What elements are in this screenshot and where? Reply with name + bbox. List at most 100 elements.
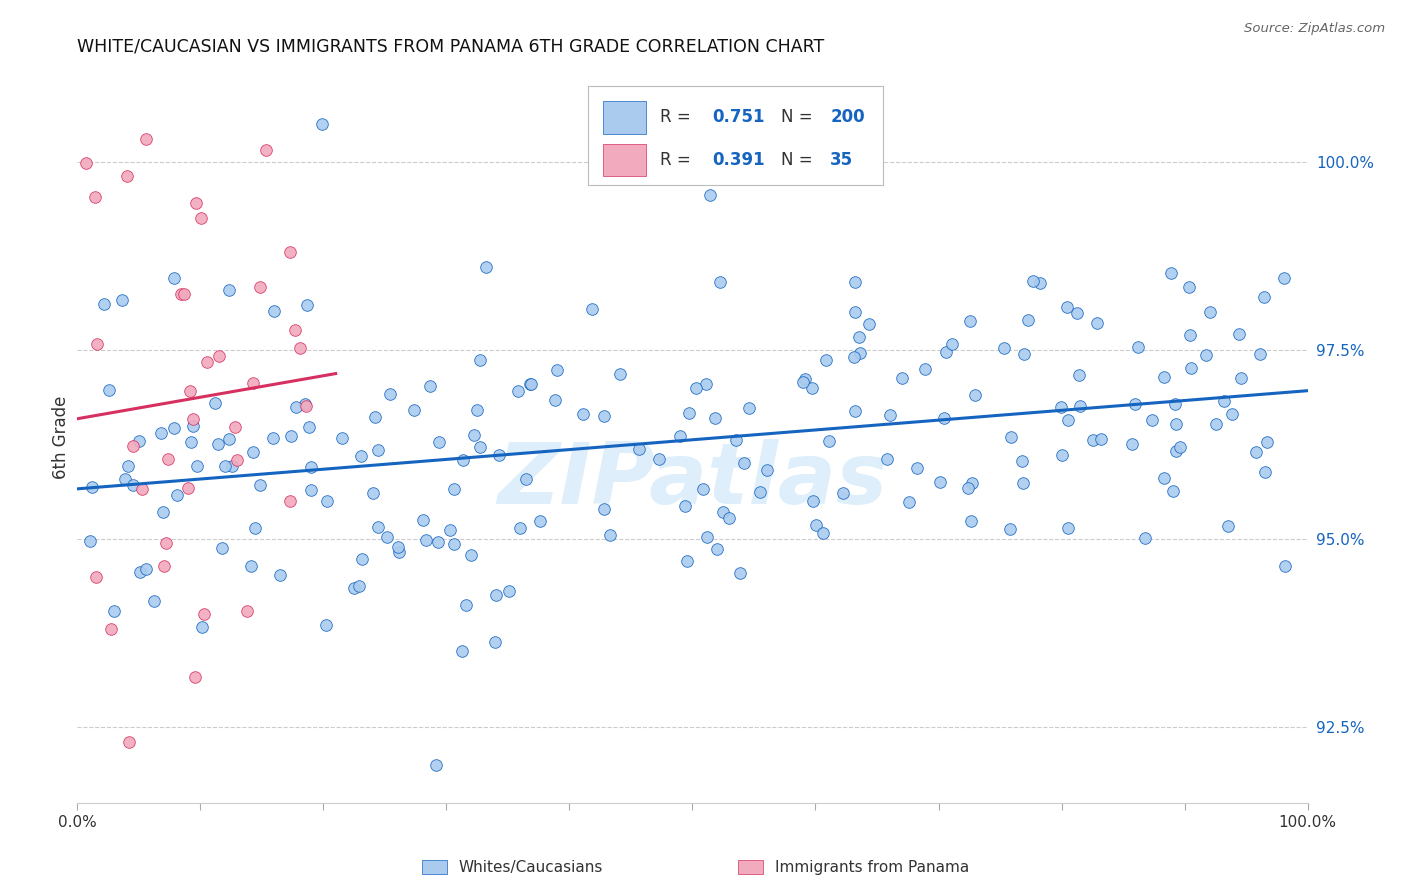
Point xyxy=(800,381,823,395)
Text: WHITE/CAUCASIAN VS IMMIGRANTS FROM PANAMA 6TH GRADE CORRELATION CHART: WHITE/CAUCASIAN VS IMMIGRANTS FROM PANAM… xyxy=(77,38,824,56)
Point xyxy=(738,401,761,416)
Point xyxy=(278,494,301,508)
Point xyxy=(831,485,853,500)
Point xyxy=(84,190,107,204)
Text: 200: 200 xyxy=(831,109,865,127)
Point xyxy=(543,392,565,407)
Point xyxy=(299,459,322,474)
Point xyxy=(1067,368,1090,382)
Point xyxy=(177,482,200,496)
Point xyxy=(1244,444,1267,458)
Point xyxy=(451,453,474,467)
Point xyxy=(263,303,285,318)
Point xyxy=(1153,370,1175,384)
Point xyxy=(959,314,981,328)
Point xyxy=(249,478,271,492)
Point xyxy=(488,449,510,463)
Point xyxy=(361,486,384,500)
Point xyxy=(848,330,870,344)
Point xyxy=(1253,291,1275,305)
Point xyxy=(1090,433,1112,447)
Point xyxy=(792,375,814,389)
Point xyxy=(1153,471,1175,485)
Point xyxy=(221,458,243,473)
Point xyxy=(294,396,316,410)
Point xyxy=(183,419,205,434)
Point xyxy=(460,548,482,562)
Point xyxy=(375,530,398,544)
Point xyxy=(1198,305,1220,319)
Point xyxy=(204,395,226,409)
Text: 35: 35 xyxy=(831,151,853,169)
Point xyxy=(1052,448,1074,462)
Point xyxy=(173,287,195,301)
Point xyxy=(515,472,537,486)
FancyBboxPatch shape xyxy=(603,102,645,134)
Point xyxy=(93,297,115,311)
Point xyxy=(156,451,179,466)
Point xyxy=(1230,370,1253,384)
Point xyxy=(592,501,614,516)
Point xyxy=(1205,417,1227,432)
Point xyxy=(593,409,616,424)
Point xyxy=(243,521,266,535)
Point xyxy=(905,460,928,475)
Point xyxy=(86,336,108,351)
Point xyxy=(242,376,264,390)
Point xyxy=(699,187,721,202)
Text: N =: N = xyxy=(782,109,818,127)
Point xyxy=(240,558,263,573)
Point xyxy=(249,280,271,294)
Point xyxy=(427,435,450,450)
Point xyxy=(143,594,166,608)
Point xyxy=(1000,430,1022,444)
Point xyxy=(1085,316,1108,330)
Point xyxy=(1216,519,1239,533)
Point xyxy=(706,541,728,556)
Point xyxy=(443,537,465,551)
Point xyxy=(463,427,485,442)
Point xyxy=(1012,347,1035,361)
Point xyxy=(914,361,936,376)
Point xyxy=(891,370,914,384)
Point xyxy=(419,378,441,392)
Point xyxy=(998,522,1021,536)
Point xyxy=(1195,348,1218,362)
Point xyxy=(284,323,307,337)
Point xyxy=(673,500,696,514)
Point xyxy=(117,458,139,473)
Point xyxy=(181,411,204,425)
Point xyxy=(1029,276,1052,290)
Point xyxy=(678,406,700,420)
Text: Whites/Caucasians: Whites/Caucasians xyxy=(458,860,603,874)
Point xyxy=(75,155,97,169)
Point xyxy=(299,483,322,498)
Point xyxy=(1011,476,1033,491)
Point xyxy=(692,483,714,497)
Point xyxy=(695,376,717,391)
Point xyxy=(581,301,603,316)
Point xyxy=(1254,465,1277,479)
Point xyxy=(451,644,474,658)
Point xyxy=(163,271,186,285)
Point xyxy=(263,431,285,445)
Point xyxy=(1056,521,1078,535)
Point xyxy=(960,514,983,528)
Point xyxy=(1164,417,1187,431)
Text: 0.391: 0.391 xyxy=(713,151,765,169)
Point xyxy=(367,520,389,534)
Point xyxy=(170,286,193,301)
Point xyxy=(717,511,740,525)
Point xyxy=(506,384,529,399)
Point xyxy=(844,305,866,319)
Point xyxy=(166,488,188,502)
Point xyxy=(813,525,835,540)
Point xyxy=(269,568,291,582)
Point xyxy=(804,517,827,532)
Point xyxy=(627,442,650,457)
Point xyxy=(709,275,731,289)
Point xyxy=(509,520,531,534)
Point xyxy=(214,458,236,473)
Point xyxy=(186,458,208,473)
Point xyxy=(456,598,478,612)
